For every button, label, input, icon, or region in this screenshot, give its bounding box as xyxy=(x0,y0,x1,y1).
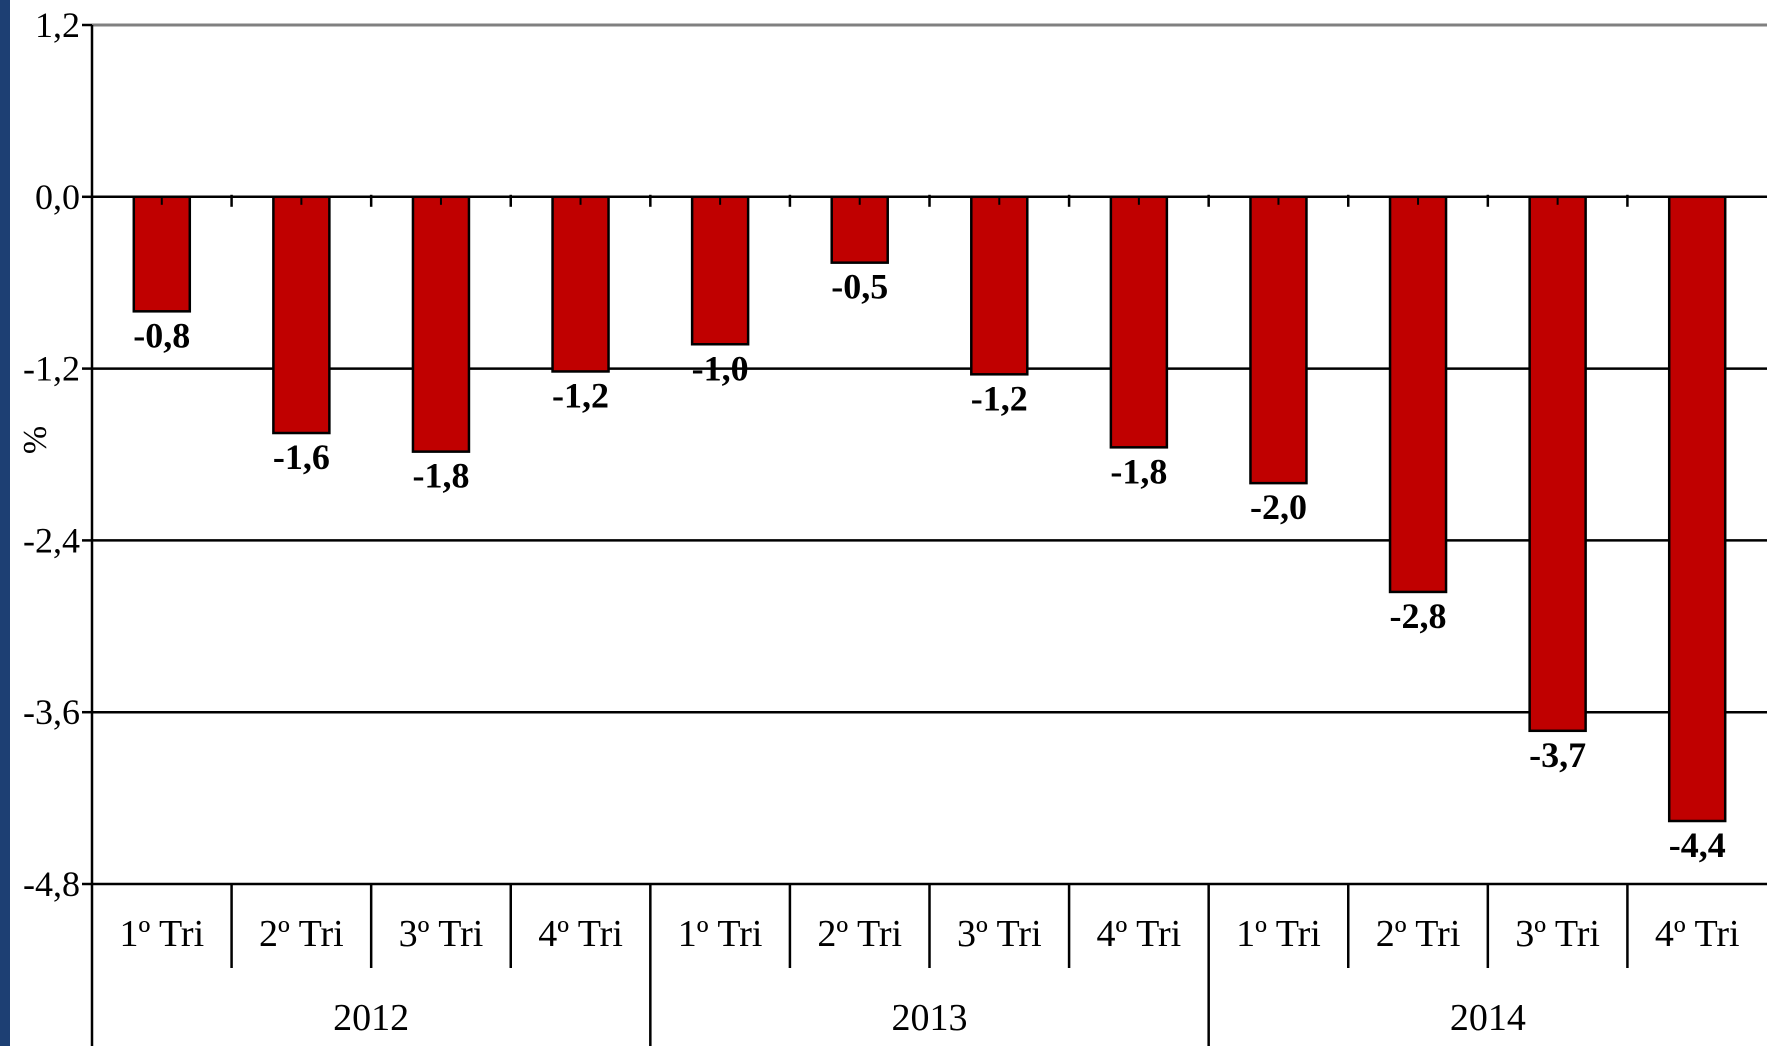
x-category-label: 1º Tri xyxy=(1236,913,1321,955)
y-tick-label: -3,6 xyxy=(23,692,80,732)
y-tick-label: 0,0 xyxy=(35,177,80,217)
x-group-label: 2012 xyxy=(333,997,409,1039)
bar xyxy=(1109,195,1169,449)
data-label: -3,7 xyxy=(1529,735,1586,775)
x-category-label: 3º Tri xyxy=(399,913,484,955)
x-category-label: 2º Tri xyxy=(259,913,344,955)
y-axis-title: % xyxy=(17,426,54,454)
x-category-label: 1º Tri xyxy=(119,913,204,955)
data-label: -1,6 xyxy=(273,437,330,477)
bar xyxy=(970,195,1029,376)
gridlines xyxy=(92,23,1767,886)
y-tick-label: -1,2 xyxy=(23,349,80,389)
bar-chart: 1,20,0-1,2-2,4-3,6-4,8 -0,8-1,6 -1,8-1,2-… xyxy=(17,5,1767,1046)
data-label: -0,8 xyxy=(133,315,190,355)
bar xyxy=(1249,195,1308,485)
bar xyxy=(411,195,471,453)
x-category-label: 4º Tri xyxy=(538,913,623,955)
bar xyxy=(830,195,889,264)
x-category-label: 3º Tri xyxy=(1515,913,1600,955)
x-category-label: 2º Tri xyxy=(817,913,902,955)
bar xyxy=(1388,195,1448,594)
data-label: -1,8 xyxy=(412,456,469,496)
x-category-label: 3º Tri xyxy=(957,913,1042,955)
y-tick-label: -4,8 xyxy=(23,864,80,904)
x-category-labels: 1º Tri 2º Tri 3º Tri 4º Tri 1º Tri 2º Tri 3º T… xyxy=(119,913,1739,1039)
x-category-label: 1º Tri xyxy=(678,913,763,955)
y-tick-label: 1,2 xyxy=(35,5,80,45)
x-category-label: 4º Tri xyxy=(1097,913,1182,955)
data-label: -1,2 xyxy=(971,378,1028,418)
x-group-label: 2013 xyxy=(892,997,968,1039)
x-group-label: 2014 xyxy=(1450,997,1526,1039)
data-labels: -0,8 -1,6 -1,8 -1,2 -1,0 -0,5 -1,2 -1,8 -2,0 -2,8… xyxy=(133,267,1725,865)
data-label: -1,8 xyxy=(1110,451,1167,491)
bar xyxy=(132,195,192,313)
x-category-label: 2º Tri xyxy=(1376,913,1461,955)
data-label: -2,0 xyxy=(1250,487,1307,527)
chart-frame: 1,2 0,0 -1,2 -2,4 -3,6 -4,8 -0,8 -1,6 -1,8 -1,2-… xyxy=(10,0,1767,1046)
bar xyxy=(690,195,750,346)
data-label: -1,2 xyxy=(552,375,609,415)
y-tick-label: -2,4 xyxy=(23,520,80,560)
data-label: -4,4 xyxy=(1669,825,1726,865)
bar xyxy=(1528,195,1587,733)
bar xyxy=(1667,195,1727,823)
bars xyxy=(132,195,1727,823)
bar xyxy=(272,195,331,435)
axes xyxy=(82,23,1629,1046)
data-label: -0,5 xyxy=(831,267,888,307)
bar xyxy=(551,195,610,373)
y-tick-labels: 1,2 0,0 -1,2 -2,4 -3,6 -4,8 xyxy=(23,5,80,904)
x-category-label: 4º Tri xyxy=(1655,913,1740,955)
data-label: -2,8 xyxy=(1390,596,1447,636)
data-label: -1,0 xyxy=(692,348,749,388)
